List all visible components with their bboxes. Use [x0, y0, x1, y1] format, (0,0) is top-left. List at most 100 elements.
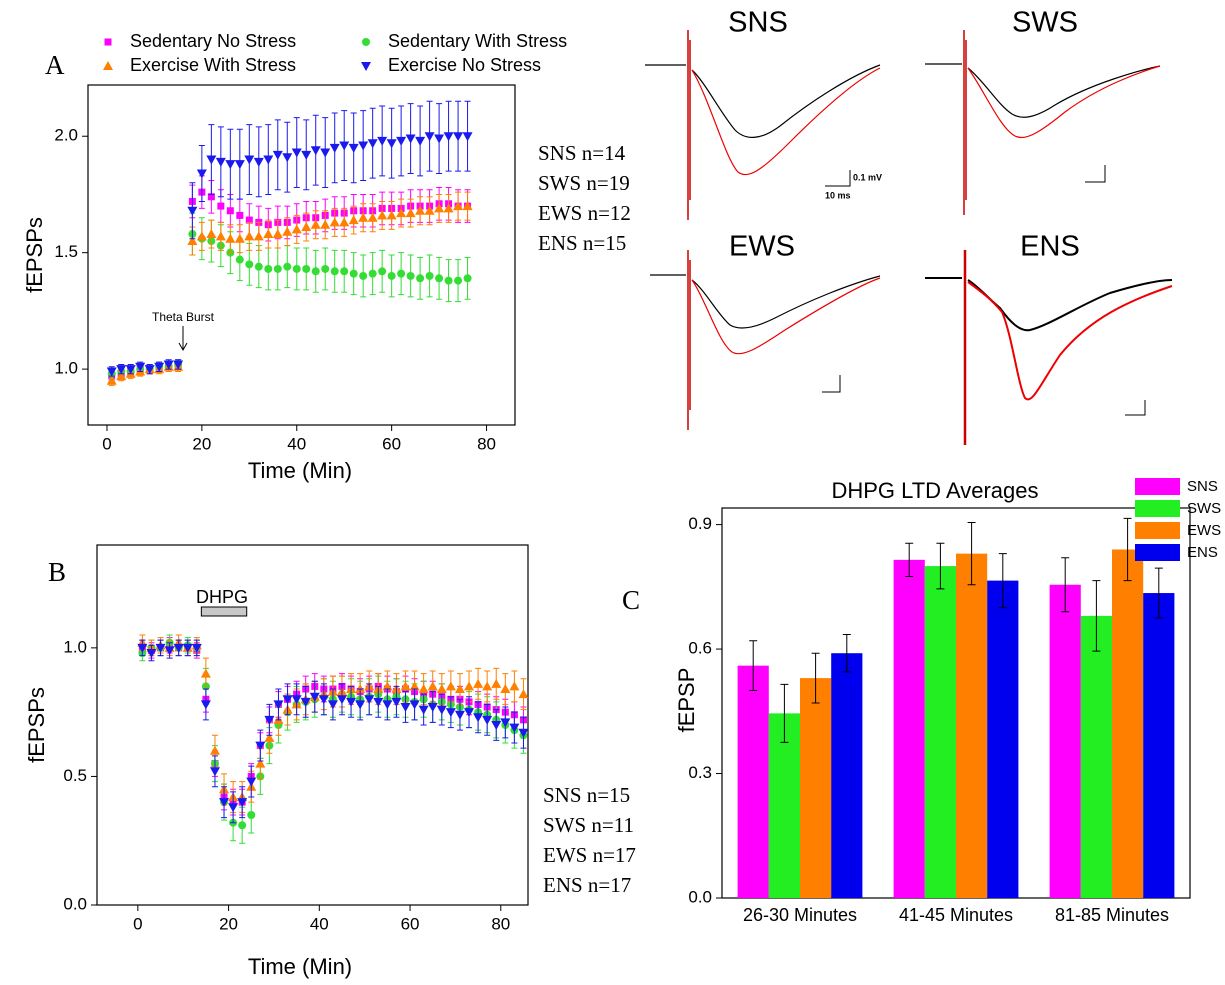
marker: [255, 741, 266, 751]
legend-marker: [361, 62, 371, 71]
marker: [400, 703, 411, 712]
marker: [146, 649, 157, 658]
marker: [187, 236, 198, 246]
marker: [424, 132, 435, 142]
marker: [364, 695, 375, 705]
marker: [207, 193, 215, 201]
x-tick-label: 81-85 Minutes: [1055, 905, 1169, 925]
marker: [418, 684, 429, 693]
x-tick-label: 41-45 Minutes: [899, 905, 1013, 925]
marker: [173, 360, 184, 370]
marker: [191, 643, 202, 653]
legend-label: Exercise With Stress: [130, 55, 296, 75]
error-bar: [998, 553, 1007, 609]
error-bar: [1154, 567, 1163, 619]
marker: [339, 217, 350, 227]
legend-swatch: [1135, 522, 1180, 539]
y-tick-label: 1.0: [54, 359, 78, 378]
bar: [1049, 584, 1081, 898]
marker: [116, 371, 127, 381]
marker: [302, 264, 311, 273]
marker: [187, 206, 198, 216]
marker: [282, 153, 293, 163]
marker: [359, 271, 368, 280]
scale-label: 10 ms: [825, 190, 851, 200]
plot-frame: [87, 84, 516, 426]
annotation: DHPG: [196, 587, 248, 607]
marker: [173, 643, 184, 653]
y-tick-label: 0.0: [688, 887, 712, 906]
x-axis-label: Time (Min): [248, 954, 352, 979]
bar: [893, 559, 925, 898]
marker: [234, 160, 245, 170]
marker: [182, 643, 193, 653]
x-tick-label: 0: [102, 434, 111, 453]
error-bar: [749, 640, 758, 692]
marker: [273, 700, 284, 710]
panel-letter: C: [622, 585, 640, 615]
marker: [500, 718, 511, 728]
legend-label: ENS: [1187, 544, 1218, 561]
marker: [263, 155, 274, 165]
marker: [236, 211, 244, 219]
y-tick-label: 0.9: [688, 514, 712, 533]
x-tick-label: 26-30 Minutes: [743, 905, 857, 925]
marker: [245, 216, 253, 224]
marker: [318, 695, 329, 705]
error-bar: [936, 542, 945, 590]
y-axis-label: fEPSPs: [24, 687, 49, 763]
legend-marker: [362, 38, 370, 46]
marker: [416, 274, 425, 283]
marker: [435, 274, 444, 283]
marker: [382, 700, 393, 710]
marker: [491, 721, 502, 730]
trace-sws: [925, 30, 1161, 215]
annotation: EWS n=12: [538, 201, 631, 225]
legend-swatch: [1135, 500, 1180, 517]
marker: [348, 143, 359, 153]
marker: [282, 226, 293, 236]
marker: [291, 224, 302, 234]
marker: [367, 212, 378, 222]
marker: [400, 681, 411, 691]
x-tick-label: 20: [192, 434, 211, 453]
marker: [377, 136, 388, 146]
marker: [482, 715, 493, 725]
marker: [386, 210, 397, 220]
marker: [125, 365, 136, 375]
marker: [116, 365, 127, 375]
marker: [196, 231, 207, 241]
marker: [320, 148, 331, 158]
bar: [1080, 615, 1112, 898]
marker: [282, 695, 293, 705]
legend-label: SNS: [1187, 478, 1218, 495]
marker: [424, 205, 435, 215]
marker: [329, 143, 340, 153]
y-tick-label: 0.5: [63, 766, 87, 785]
marker: [518, 728, 529, 738]
marker: [453, 201, 464, 211]
annotation: ENS n=17: [543, 873, 631, 897]
marker: [391, 697, 402, 707]
marker: [509, 681, 520, 691]
marker: [373, 697, 384, 707]
marker: [272, 150, 283, 160]
marker: [377, 210, 388, 220]
marker: [200, 668, 211, 678]
legend-label: Sedentary No Stress: [130, 31, 296, 51]
marker: [301, 222, 312, 232]
legend-marker: [103, 61, 113, 70]
annotation: SNS n=14: [538, 141, 626, 165]
bar: [800, 678, 832, 898]
marker: [283, 262, 292, 271]
marker: [462, 132, 473, 142]
y-tick-label: 0.0: [63, 894, 87, 913]
x-tick-label: 80: [477, 434, 496, 453]
marker: [349, 269, 358, 278]
marker: [358, 212, 369, 222]
marker: [418, 705, 429, 715]
marker: [310, 146, 321, 156]
marker: [225, 160, 236, 170]
trace-sns: [645, 30, 881, 220]
